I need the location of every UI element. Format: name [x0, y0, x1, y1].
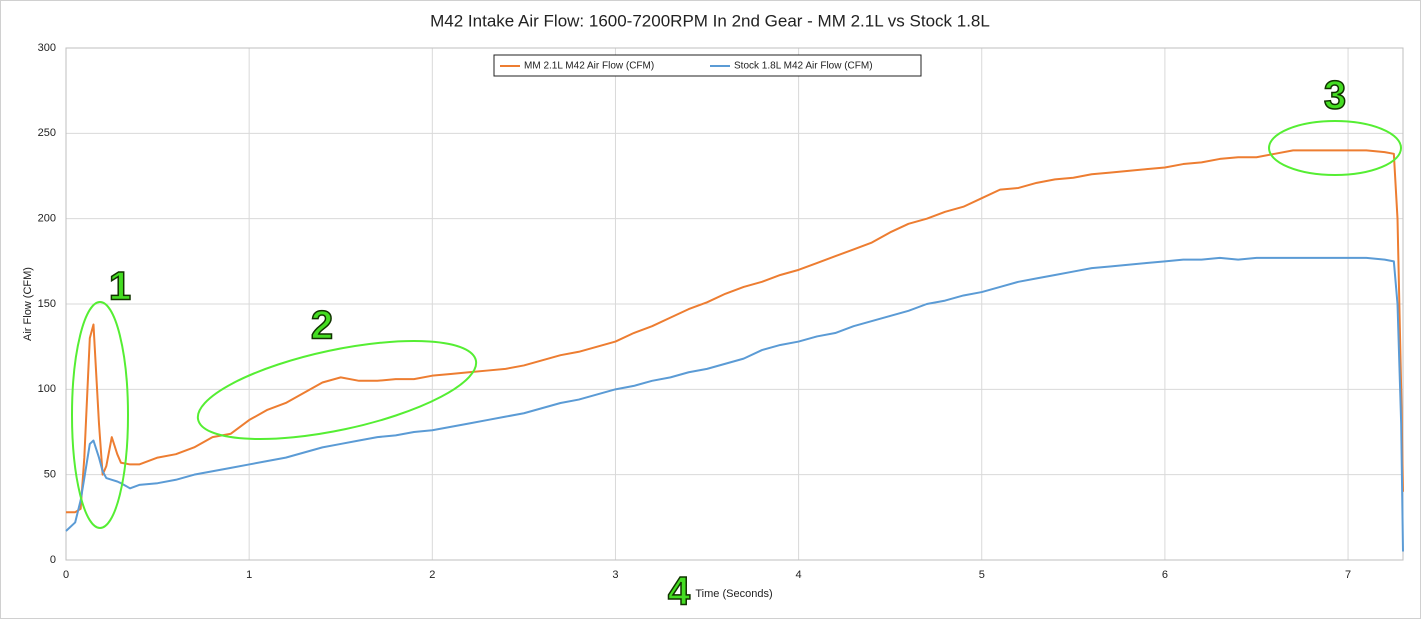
- highlight-ellipses: [71, 120, 1402, 529]
- legend-label: MM 2.1L M42 Air Flow (CFM): [524, 61, 654, 72]
- y-tick-label: 300: [38, 42, 56, 54]
- data-line: [66, 149, 1404, 514]
- x-tick-label: 4: [796, 569, 802, 581]
- x-tick-label: 7: [1345, 569, 1351, 581]
- legend: MM 2.1L M42 Air Flow (CFM) Stock 1.8L M42…: [493, 54, 922, 77]
- highlight-ellipse: [71, 301, 129, 529]
- annotation: 2: [311, 304, 333, 348]
- y-tick-label: 0: [50, 554, 56, 566]
- plot-border: [65, 47, 1404, 561]
- y-tick-label: 150: [38, 298, 56, 310]
- x-tick-label: 5: [979, 569, 985, 581]
- y-tick-label: 250: [38, 127, 56, 139]
- plot-area: 0 50 100 150 200 250 300 0 1 2 3 4 5 6 7 MM 2.1L M42 Ai…: [38, 42, 1404, 581]
- legend-label: Stock 1.8L M42 Air Flow (CFM): [734, 61, 873, 72]
- x-tick-label: 6: [1162, 569, 1168, 581]
- highlight-ellipse: [1268, 120, 1402, 176]
- y-tick-label: 50: [44, 469, 56, 481]
- highlight-ellipse: [196, 339, 478, 441]
- x-tick-label: 1: [246, 569, 252, 581]
- x-axis-label: Time (Seconds): [695, 588, 772, 600]
- x-tick-label: 0: [63, 569, 69, 581]
- y-axis-label: Air Flow (CFM): [22, 267, 34, 341]
- y-tick-label: 200: [38, 213, 56, 225]
- legend-box: [493, 54, 922, 77]
- x-tick-label: 2: [429, 569, 435, 581]
- annotation: 4: [668, 570, 691, 614]
- annotation: 1: [109, 265, 131, 309]
- chart-title: M42 Intake Air Flow: 1600-7200RPM In 2nd…: [430, 11, 990, 30]
- x-tick-label: 3: [612, 569, 618, 581]
- data-line: [65, 256, 1404, 552]
- annotation: 3: [1324, 74, 1346, 118]
- y-tick-label: 100: [38, 383, 56, 395]
